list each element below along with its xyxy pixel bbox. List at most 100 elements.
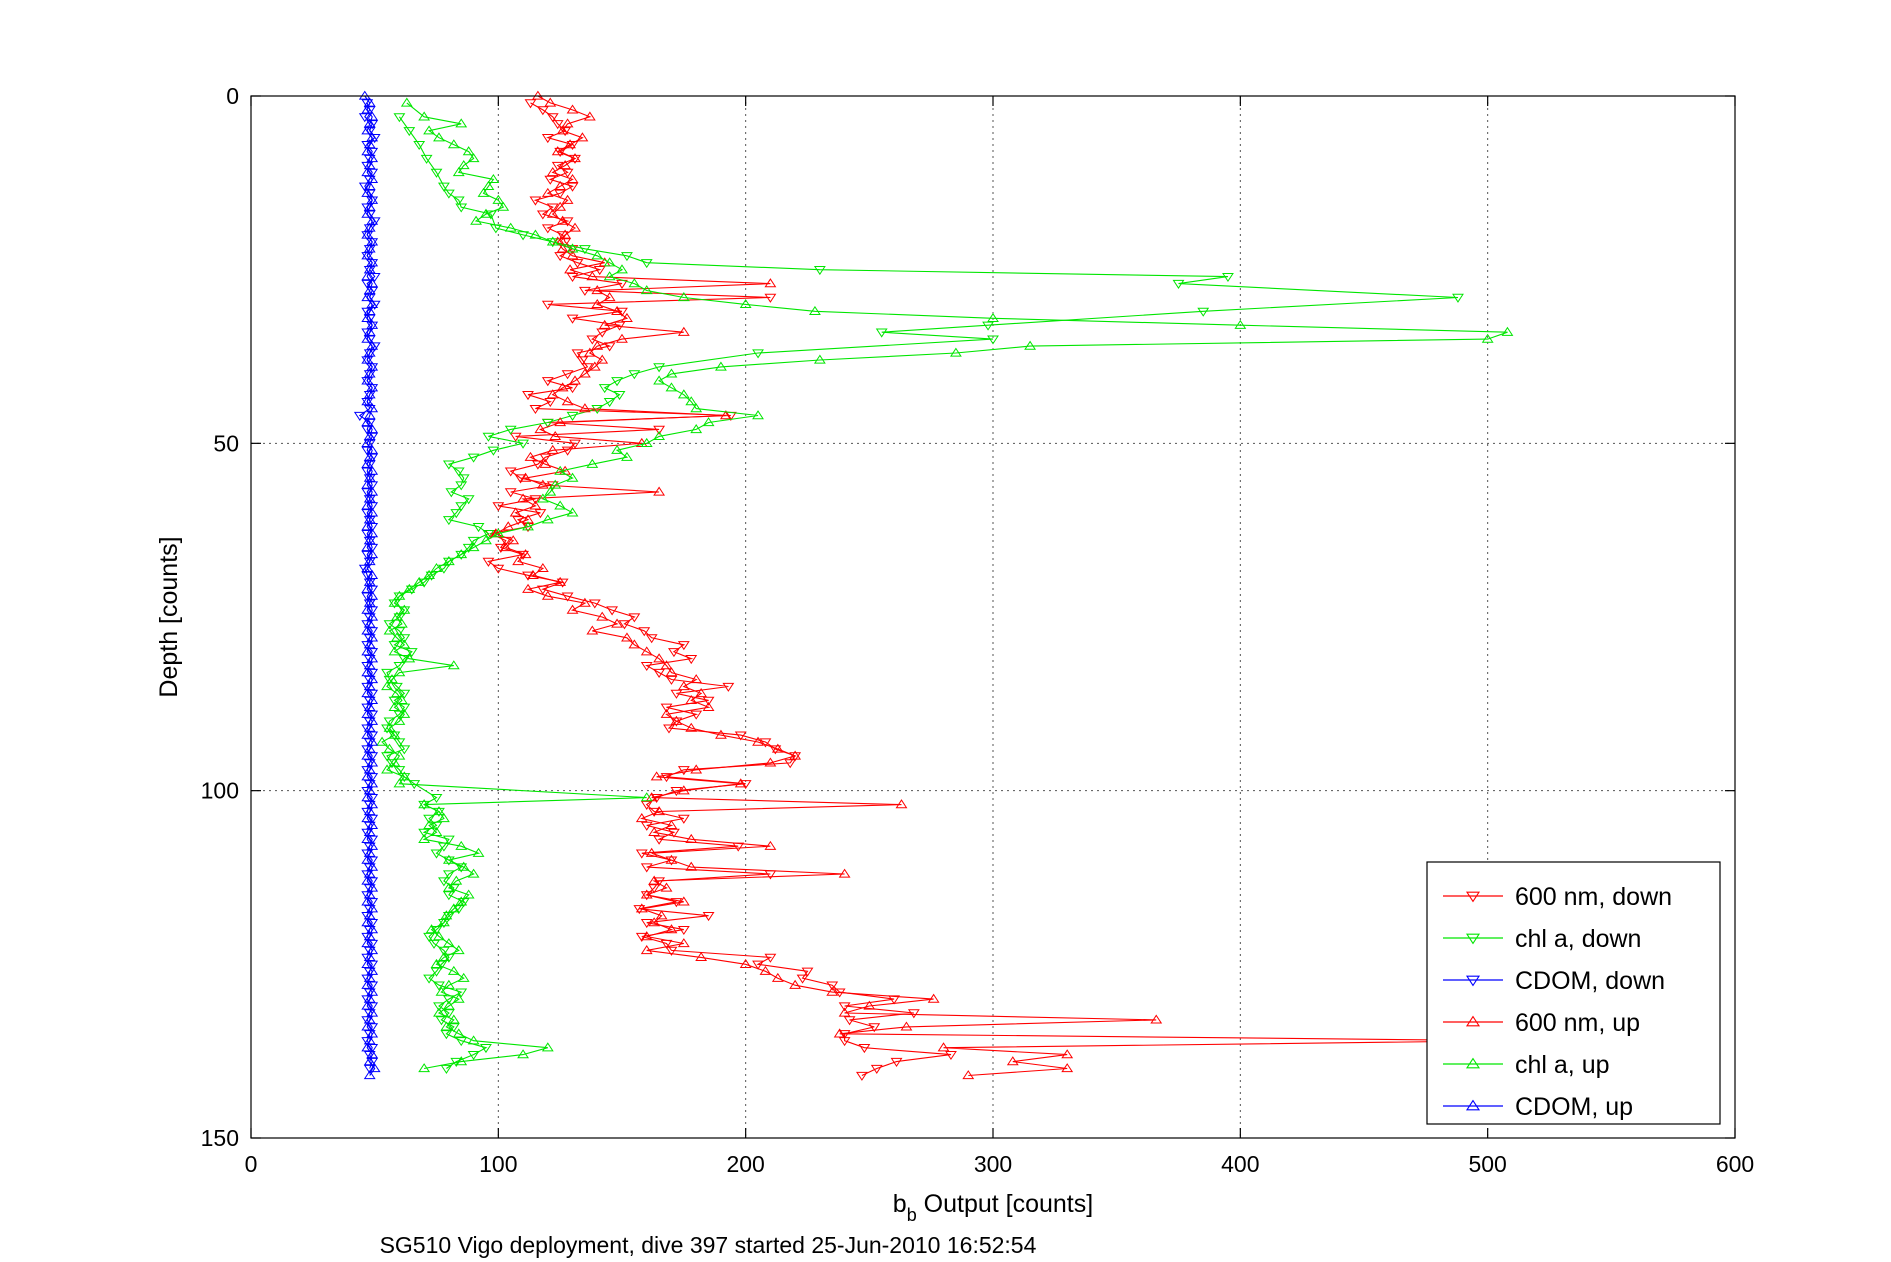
data-point	[764, 757, 777, 767]
data-point	[425, 924, 438, 934]
data-point	[430, 826, 443, 836]
data-point	[366, 778, 379, 788]
data-point	[702, 417, 715, 427]
data-point	[838, 1037, 851, 1047]
data-point	[640, 863, 653, 873]
data-point	[361, 854, 374, 864]
data-point	[366, 382, 379, 392]
data-point	[695, 951, 708, 962]
data-point	[447, 965, 460, 975]
data-point	[581, 363, 594, 373]
data-point	[982, 321, 994, 331]
legend-marker	[1465, 891, 1481, 903]
series-0	[482, 99, 957, 1081]
data-point	[665, 675, 678, 685]
data-point	[388, 597, 401, 607]
legend-marker	[1465, 975, 1481, 987]
data-point	[363, 410, 376, 420]
data-point	[541, 300, 554, 310]
data-point	[358, 113, 371, 123]
data-point	[366, 444, 379, 454]
data-point	[391, 687, 403, 698]
data-point	[361, 1042, 374, 1052]
data-point	[514, 474, 527, 484]
data-point	[640, 437, 653, 447]
data-point	[685, 722, 698, 732]
data-point	[695, 687, 708, 698]
data-point	[621, 451, 633, 461]
data-point	[638, 627, 651, 637]
data-point	[1024, 340, 1037, 350]
data-point	[527, 569, 539, 579]
data-point	[752, 410, 764, 420]
data-point	[393, 113, 406, 123]
data-point	[361, 146, 374, 156]
data-point	[457, 474, 470, 484]
data-point	[480, 1044, 492, 1054]
data-point	[987, 335, 999, 345]
data-point	[640, 931, 653, 941]
data-point	[437, 182, 450, 192]
data-point	[361, 500, 374, 510]
data-point	[739, 780, 752, 790]
data-point	[591, 298, 604, 309]
data-point	[635, 813, 648, 823]
data-point	[358, 90, 371, 100]
data-point	[554, 417, 567, 427]
data-point	[447, 1014, 460, 1024]
data-point	[621, 632, 633, 642]
data-point	[366, 549, 379, 559]
data-point	[1150, 1014, 1163, 1024]
data-point	[361, 938, 374, 948]
data-point	[571, 349, 584, 359]
data-point	[546, 444, 559, 454]
data-point	[366, 153, 379, 163]
data-point	[391, 682, 403, 692]
data-point	[556, 578, 569, 588]
data-point	[677, 925, 690, 936]
data-point	[433, 807, 445, 817]
data-point	[430, 849, 443, 859]
data-point	[771, 743, 784, 753]
data-point	[398, 606, 411, 616]
data-point	[576, 356, 589, 366]
data-point	[633, 905, 646, 915]
data-point	[596, 611, 609, 621]
data-point	[363, 806, 376, 816]
data-point	[541, 418, 554, 428]
data-point	[564, 139, 576, 149]
data-point	[653, 877, 666, 887]
data-point	[539, 458, 552, 468]
data-point	[363, 370, 376, 380]
data-point	[363, 535, 376, 545]
data-point	[361, 509, 374, 519]
data-point	[497, 201, 510, 211]
data-point	[482, 557, 495, 567]
data-point	[566, 182, 579, 192]
data-point	[470, 215, 482, 225]
data-point	[393, 627, 406, 637]
data-point	[517, 493, 529, 503]
data-point	[596, 354, 609, 364]
data-point	[588, 361, 601, 371]
data-point	[665, 667, 678, 677]
data-point	[366, 196, 379, 206]
data-point	[648, 875, 661, 885]
data-point	[467, 153, 480, 163]
data-point	[430, 562, 443, 573]
data-point	[487, 173, 500, 184]
data-point	[1501, 326, 1514, 336]
data-point	[536, 493, 549, 503]
data-point	[611, 377, 623, 387]
data-point	[430, 967, 443, 977]
data-point	[413, 576, 426, 586]
data-point	[524, 99, 537, 109]
data-point	[366, 898, 379, 908]
data-point	[361, 479, 374, 489]
data-point	[640, 889, 653, 899]
data-point	[361, 604, 374, 614]
data-point	[447, 903, 460, 913]
data-point	[554, 189, 567, 199]
data-point	[702, 701, 715, 711]
